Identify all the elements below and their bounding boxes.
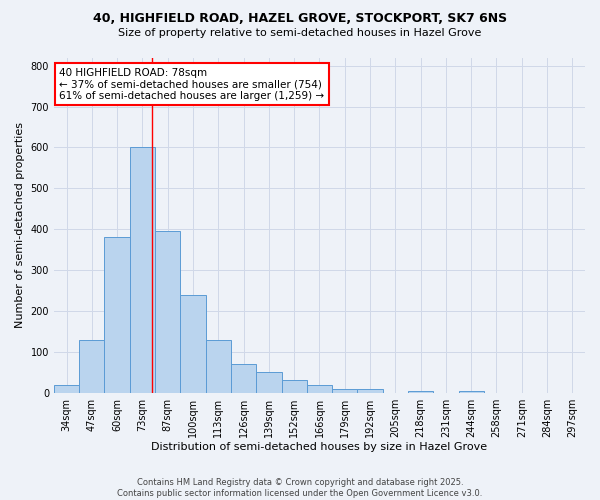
Bar — [206, 340, 231, 392]
Bar — [130, 148, 155, 392]
Bar — [408, 390, 433, 392]
Text: Contains HM Land Registry data © Crown copyright and database right 2025.
Contai: Contains HM Land Registry data © Crown c… — [118, 478, 482, 498]
Y-axis label: Number of semi-detached properties: Number of semi-detached properties — [15, 122, 25, 328]
Bar — [332, 390, 358, 392]
Bar — [231, 364, 256, 392]
Bar — [358, 389, 383, 392]
Bar — [256, 372, 281, 392]
Text: 40 HIGHFIELD ROAD: 78sqm
← 37% of semi-detached houses are smaller (754)
61% of : 40 HIGHFIELD ROAD: 78sqm ← 37% of semi-d… — [59, 68, 325, 101]
Bar — [155, 231, 181, 392]
Text: 40, HIGHFIELD ROAD, HAZEL GROVE, STOCKPORT, SK7 6NS: 40, HIGHFIELD ROAD, HAZEL GROVE, STOCKPO… — [93, 12, 507, 26]
Bar — [458, 390, 484, 392]
Bar — [104, 238, 130, 392]
Text: Size of property relative to semi-detached houses in Hazel Grove: Size of property relative to semi-detach… — [118, 28, 482, 38]
Bar — [181, 296, 206, 392]
Bar — [79, 340, 104, 392]
Bar — [281, 380, 307, 392]
Bar — [54, 384, 79, 392]
Bar — [307, 384, 332, 392]
X-axis label: Distribution of semi-detached houses by size in Hazel Grove: Distribution of semi-detached houses by … — [151, 442, 488, 452]
